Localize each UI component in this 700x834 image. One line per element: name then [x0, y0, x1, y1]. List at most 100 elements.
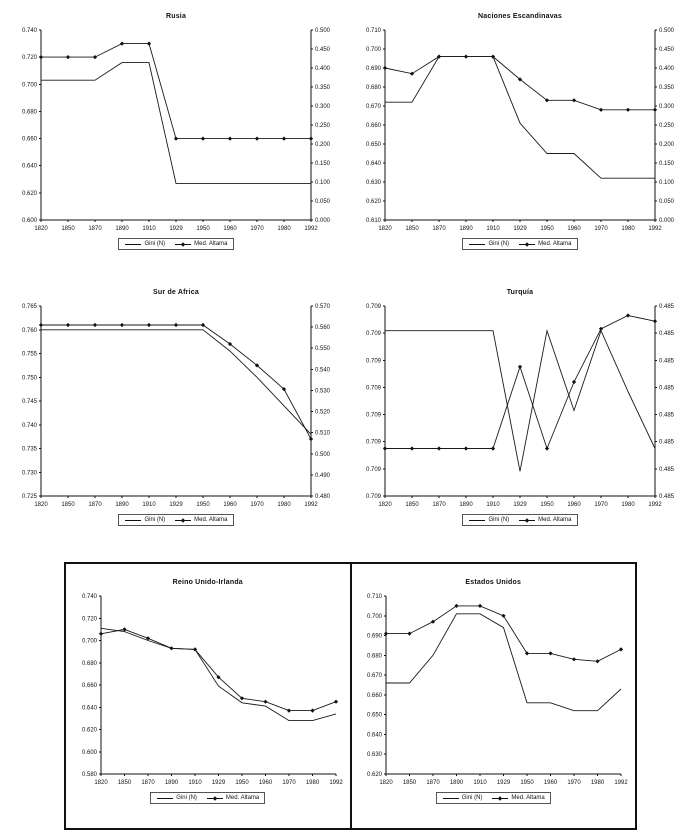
y-tick-label: 0.610	[366, 218, 382, 224]
y-tick-label: 0.709	[366, 467, 382, 473]
diamond-marker-icon	[409, 71, 415, 76]
chart-title: Rusia	[165, 13, 187, 20]
legend-item-gini-n: Gini (N)	[124, 516, 165, 524]
y-tick-label: 0.485	[659, 494, 675, 500]
y-axis-right-ticks: 0.485 0.485 0.485 0.485 0.485 0.485 0.485 0.485	[655, 304, 675, 500]
x-tick-label: 1870	[432, 502, 446, 508]
y-tick-label: 0.709	[366, 385, 382, 391]
y-tick-label: 0.725	[22, 494, 38, 500]
diamond-marker-icon	[478, 603, 483, 608]
legend-item-gini-n: Gini (N)	[468, 516, 509, 524]
y-axis-left-ticks: 0.710 0.700 0.690 0.680 0.670 0.660 0.650 0.640…	[366, 28, 385, 224]
series-med-altama	[98, 627, 338, 713]
diamond-marker-icon	[92, 55, 98, 60]
series-gini-n	[385, 56, 655, 179]
y-tick-label: 0.640	[82, 705, 98, 711]
chart-title: Naciones Escandinavas	[478, 13, 562, 20]
y-tick-label: 0.400	[315, 66, 331, 72]
series-gini-n	[100, 627, 336, 722]
y-tick-label: 0.620	[366, 199, 382, 205]
legend-line-icon	[442, 797, 459, 799]
diamond-marker-icon	[173, 136, 179, 141]
diamond-marker-icon	[38, 322, 44, 328]
diamond-marker-icon	[286, 708, 291, 713]
y-tick-label: 0.580	[82, 772, 98, 778]
y-tick-label: 0.660	[367, 693, 383, 699]
chart-plot: 0.710 0.700 0.690 0.680 0.670 0.660 0.650 0.640…	[367, 594, 628, 786]
y-tick-label: 0.709	[366, 440, 382, 446]
legend-label: Gini (N)	[461, 795, 483, 801]
y-tick-label: 0.500	[315, 28, 331, 34]
y-tick-label: 0.100	[315, 180, 331, 186]
diamond-marker-icon	[384, 631, 389, 636]
y-tick-label: 0.200	[315, 142, 331, 148]
x-tick-label: 1820	[34, 502, 48, 508]
x-tick-label: 1980	[621, 502, 635, 508]
diamond-marker-icon	[409, 446, 415, 451]
x-axis-ticks: 1820 1850 1870 1890 1910 1929 1950 1960 1970 1980…	[34, 496, 318, 508]
y-tick-label: 0.670	[366, 104, 382, 110]
y-tick-label: 0.700	[22, 82, 38, 88]
series-med-altama	[384, 603, 624, 664]
diamond-marker-icon	[227, 341, 233, 347]
diamond-marker-icon	[382, 65, 388, 71]
diamond-marker-icon	[501, 613, 506, 618]
y-tick-label: 0.485	[659, 413, 675, 419]
y-tick-label: 0.000	[315, 218, 331, 224]
y-tick-label: 0.485	[659, 331, 675, 337]
x-axis-ticks: 1820 1850 1870 1890 1910 1929 1950 1960 1970 1980…	[378, 496, 662, 508]
x-tick-label: 1910	[474, 780, 488, 786]
diamond-marker-icon	[463, 446, 469, 451]
x-tick-label: 1910	[188, 780, 202, 786]
series-line	[100, 628, 336, 712]
diamond-marker-icon	[548, 651, 553, 656]
y-tick-label: 0.710	[367, 594, 383, 600]
x-tick-label: 1929	[169, 502, 183, 508]
chart-legend: Gini (N) Med. Altama	[462, 514, 578, 526]
diamond-marker-icon	[333, 699, 338, 704]
diamond-marker-icon	[595, 659, 600, 664]
legend-diamond-line-icon	[175, 517, 192, 523]
x-axis-ticks: 1820 1850 1870 1890 1910 1929 1950 1960 1970 1980…	[94, 774, 343, 786]
y-tick-label: 0.660	[22, 137, 38, 143]
diamond-marker-icon	[119, 322, 125, 328]
diamond-marker-icon	[490, 446, 496, 451]
y-tick-label: 0.750	[22, 375, 38, 381]
legend-label: Gini (N)	[488, 517, 510, 523]
series-line	[41, 62, 311, 184]
y-tick-label: 0.250	[659, 123, 675, 129]
x-tick-label: 1960	[223, 226, 237, 232]
y-axis-left-ticks: 0.740 0.720 0.700 0.680 0.660 0.640 0.620 0.600…	[82, 594, 101, 778]
diamond-marker-icon	[572, 657, 577, 662]
diamond-marker-icon	[454, 603, 459, 608]
y-axis-left-ticks: 0.740 0.720 0.700 0.680 0.660 0.640 0.620 0.600	[22, 28, 41, 224]
y-axis-right-ticks: 0.570 0.560 0.550 0.540 0.530 0.520 0.510 0.500…	[311, 304, 331, 500]
x-tick-label: 1970	[568, 780, 582, 786]
chart-title: Reino Unido-Irlanda	[172, 579, 243, 586]
x-tick-label: 1992	[304, 226, 318, 232]
chart-rusia: Rusia 0.740 0.720 0.700 0.680 0.660 0.640 0.62…	[8, 10, 344, 250]
y-tick-label: 0.600	[22, 218, 38, 224]
y-tick-label: 0.300	[315, 104, 331, 110]
y-tick-label: 0.690	[367, 634, 383, 640]
legend-line-icon	[157, 797, 174, 799]
chart-plot: 0.7090.7090.7090.7090.7090.7090.7090.709…	[366, 304, 675, 508]
y-tick-label: 0.640	[22, 164, 38, 170]
x-tick-label: 1890	[459, 226, 473, 232]
diamond-marker-icon	[625, 313, 631, 318]
diamond-marker-icon	[119, 41, 125, 46]
axes	[40, 30, 312, 221]
legend-diamond-line-icon	[492, 795, 509, 801]
x-tick-label: 1850	[61, 226, 75, 232]
x-tick-label: 1960	[259, 780, 273, 786]
diamond-marker-icon	[308, 436, 314, 442]
x-tick-label: 1960	[567, 226, 581, 232]
x-tick-label: 1980	[621, 226, 635, 232]
y-tick-label: 0.680	[367, 653, 383, 659]
x-tick-label: 1992	[648, 226, 662, 232]
y-tick-label: 0.570	[315, 304, 331, 310]
axes	[100, 596, 336, 775]
chart-estados-unidos: Estados Unidos 0.710 0.700 0.690 0.680 0.670…	[353, 576, 633, 828]
diamond-marker-icon	[146, 41, 152, 46]
diamond-marker-icon	[200, 136, 206, 141]
